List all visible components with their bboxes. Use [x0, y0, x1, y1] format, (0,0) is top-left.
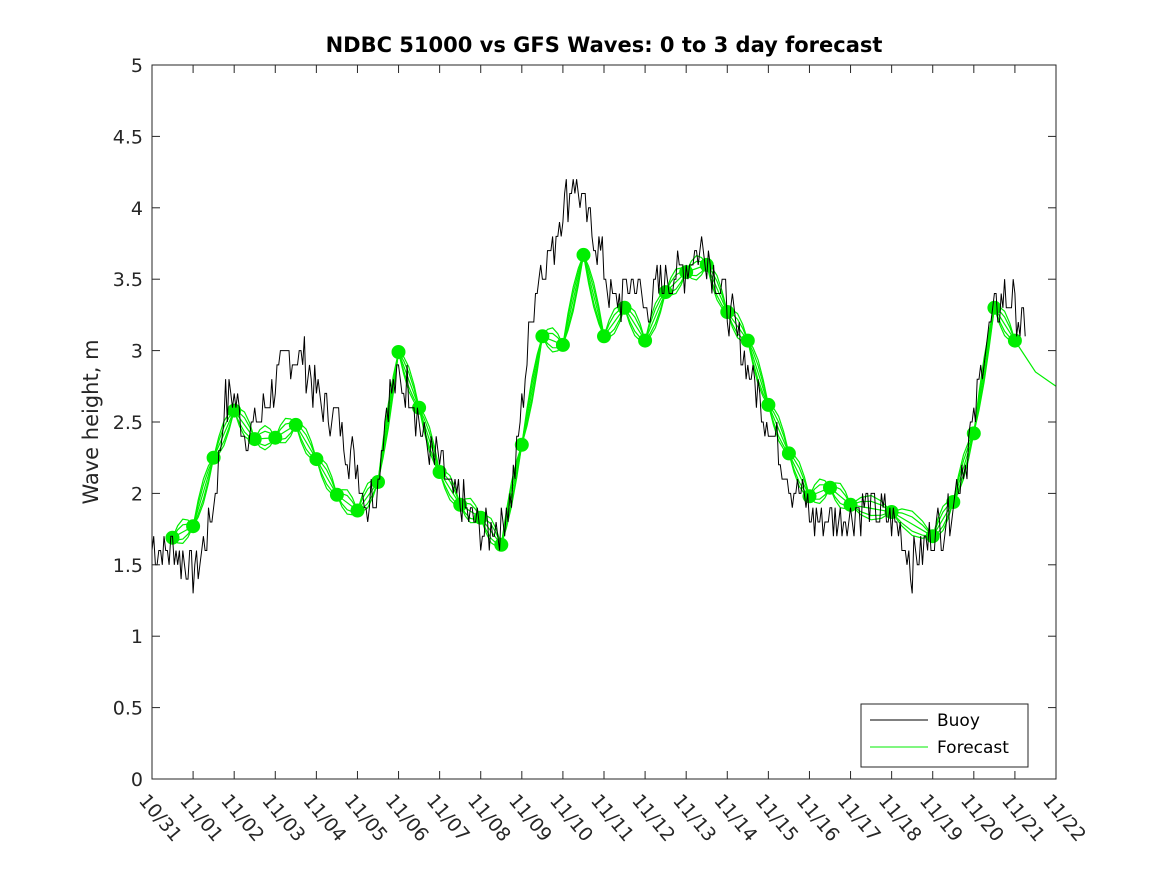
forecast-point — [329, 487, 344, 502]
forecast-point — [884, 505, 899, 519]
legend-box — [860, 703, 1029, 768]
forecast-point — [740, 333, 755, 348]
forecast-tail-line — [1014, 340, 1057, 387]
forecast-run-line — [171, 253, 1016, 545]
forecast-point — [555, 337, 570, 352]
forecast-point — [638, 333, 653, 348]
forecast-run-line — [171, 252, 1016, 547]
forecast-point — [597, 329, 611, 344]
forecast-point — [432, 465, 447, 479]
plot-border — [151, 64, 1057, 780]
buoy-line — [151, 179, 1026, 594]
forecast-point — [823, 480, 837, 495]
y-tick-label: 4 — [131, 198, 143, 220]
y-tick-label: 0.5 — [113, 698, 143, 720]
y-tick-label: 1 — [131, 626, 143, 648]
y-tick-label: 2.5 — [113, 412, 143, 434]
plot-area — [152, 65, 1056, 779]
forecast-point — [268, 430, 283, 445]
forecast-point — [987, 300, 1002, 315]
y-tick-label: 1.5 — [113, 555, 143, 577]
forecast-run-line — [172, 254, 1016, 547]
y-tick-label: 4.5 — [113, 126, 143, 148]
y-tick-label: 5 — [131, 55, 143, 77]
legend-label-forecast: Forecast — [937, 738, 1009, 758]
forecast-point — [535, 329, 550, 344]
forecast-point — [576, 247, 591, 262]
forecast-point — [658, 285, 673, 300]
y-axis-label: Wave height, m — [79, 339, 103, 504]
forecast-point — [247, 432, 262, 447]
y-tick-label: 2 — [131, 483, 143, 505]
forecast-point — [802, 489, 817, 504]
forecast-point — [781, 446, 796, 461]
buoy-series — [151, 179, 1026, 594]
forecast-run-line — [172, 254, 1016, 546]
forecast-series — [165, 247, 1057, 552]
forecast-point — [761, 397, 776, 412]
forecast-point — [391, 345, 406, 359]
legend: Buoy Forecast — [860, 703, 1029, 768]
forecast-point — [699, 257, 714, 272]
y-tick-label: 0 — [131, 769, 143, 791]
forecast-point — [494, 537, 509, 552]
forecast-point — [288, 417, 303, 432]
forecast-point — [1007, 333, 1022, 348]
legend-label-buoy: Buoy — [937, 711, 980, 731]
forecast-point — [206, 450, 221, 465]
forecast-point — [966, 426, 981, 441]
y-tick-label: 3 — [131, 341, 143, 363]
chart-title: NDBC 51000 vs GFS Waves: 0 to 3 day fore… — [326, 33, 883, 57]
forecast-point — [186, 519, 201, 534]
y-tick-label: 3.5 — [113, 269, 143, 291]
forecast-point — [514, 437, 529, 452]
forecast-point — [309, 452, 324, 467]
forecast-point — [350, 503, 365, 518]
